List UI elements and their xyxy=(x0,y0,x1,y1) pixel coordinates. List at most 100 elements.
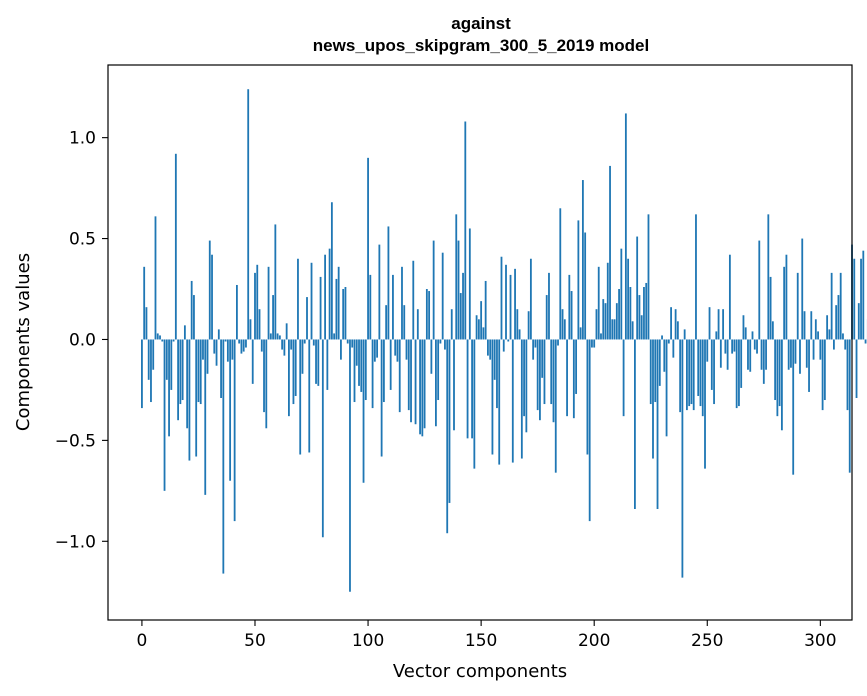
bar-243 xyxy=(690,339,693,405)
bar-22 xyxy=(190,280,193,340)
bar-279 xyxy=(771,321,774,340)
bar-267 xyxy=(744,327,747,340)
bar-300 xyxy=(819,339,822,360)
bar-231 xyxy=(663,339,666,372)
bar-234 xyxy=(670,307,672,340)
bar-79 xyxy=(319,276,322,340)
bar-85 xyxy=(333,333,336,340)
bar-252 xyxy=(710,339,713,390)
bar-254 xyxy=(715,331,718,340)
bar-173 xyxy=(532,339,535,360)
bar-113 xyxy=(396,339,399,362)
bar-196 xyxy=(584,232,587,340)
bar-170 xyxy=(525,339,528,433)
bar-242 xyxy=(688,339,691,407)
bar-58 xyxy=(272,295,274,340)
bar-240 xyxy=(683,329,686,340)
bar-131 xyxy=(437,339,440,401)
bar-134 xyxy=(444,339,446,350)
bar-43 xyxy=(238,339,241,344)
bar-309 xyxy=(839,272,842,340)
bar-41 xyxy=(233,339,236,522)
bar-67 xyxy=(292,339,295,405)
x-tick-label: 100 xyxy=(352,631,384,651)
bar-214 xyxy=(624,113,627,340)
bar-295 xyxy=(808,339,810,392)
bar-284 xyxy=(783,266,786,340)
bar-230 xyxy=(661,335,663,340)
bar-202 xyxy=(597,266,600,340)
bar-315 xyxy=(853,258,856,340)
bar-102 xyxy=(371,339,374,409)
bar-290 xyxy=(796,272,799,340)
bar-116 xyxy=(403,305,406,340)
bar-34 xyxy=(217,329,220,340)
bar-262 xyxy=(733,339,736,352)
bar-66 xyxy=(290,339,293,350)
bar-56 xyxy=(267,266,270,340)
bar-164 xyxy=(511,339,514,463)
bar-216 xyxy=(629,287,632,340)
bar-40 xyxy=(231,339,234,360)
bar-150 xyxy=(480,301,483,340)
bar-7 xyxy=(156,333,159,340)
bar-174 xyxy=(534,339,537,348)
bar-137 xyxy=(450,309,453,340)
bar-153 xyxy=(487,339,489,356)
bar-95 xyxy=(355,339,358,366)
bar-269 xyxy=(749,339,752,372)
bar-135 xyxy=(446,339,449,534)
bar-37 xyxy=(224,339,227,342)
bar-140 xyxy=(457,240,460,340)
bar-190 xyxy=(570,291,573,340)
bar-77 xyxy=(315,339,317,384)
bar-176 xyxy=(539,339,541,421)
x-tick-label: 0 xyxy=(137,631,148,651)
bar-256 xyxy=(719,339,722,368)
bar-1 xyxy=(143,266,146,340)
bar-71 xyxy=(301,339,304,374)
bar-121 xyxy=(414,339,417,425)
bar-226 xyxy=(652,339,654,459)
bar-212 xyxy=(620,248,623,340)
bar-147 xyxy=(473,339,476,469)
bar-219 xyxy=(636,236,639,340)
bar-73 xyxy=(306,297,308,340)
bar-114 xyxy=(398,339,401,413)
x-tick-label: 250 xyxy=(691,631,723,651)
bar-246 xyxy=(697,339,700,396)
bar-31 xyxy=(211,254,213,340)
bar-130 xyxy=(435,339,437,427)
bar-54 xyxy=(263,339,265,413)
bar-111 xyxy=(392,274,394,340)
bar-10 xyxy=(163,339,166,491)
bar-289 xyxy=(794,339,797,364)
bar-82 xyxy=(326,339,329,390)
x-axis-label: Vector components xyxy=(393,661,567,682)
bar-3 xyxy=(147,339,150,380)
bar-163 xyxy=(509,274,512,340)
bar-172 xyxy=(529,258,532,340)
bar-141 xyxy=(459,293,462,340)
bar-179 xyxy=(545,295,548,340)
bar-206 xyxy=(606,262,609,340)
bar-177 xyxy=(541,339,544,378)
bar-310 xyxy=(842,333,844,340)
bar-28 xyxy=(204,339,207,495)
bar-276 xyxy=(765,339,767,370)
x-tick-label: 150 xyxy=(465,631,497,651)
bar-108 xyxy=(385,305,388,340)
bar-238 xyxy=(679,339,682,413)
bar-29 xyxy=(206,339,209,374)
bar-224 xyxy=(647,214,650,340)
bar-223 xyxy=(645,282,648,340)
bar-78 xyxy=(317,339,320,386)
bar-143 xyxy=(464,121,467,340)
bar-312 xyxy=(846,339,849,411)
bar-144 xyxy=(466,339,469,439)
bar-84 xyxy=(330,202,333,340)
bar-318 xyxy=(860,258,862,340)
bar-132 xyxy=(439,339,442,344)
bar-14 xyxy=(172,339,175,342)
bar-6 xyxy=(154,216,157,340)
